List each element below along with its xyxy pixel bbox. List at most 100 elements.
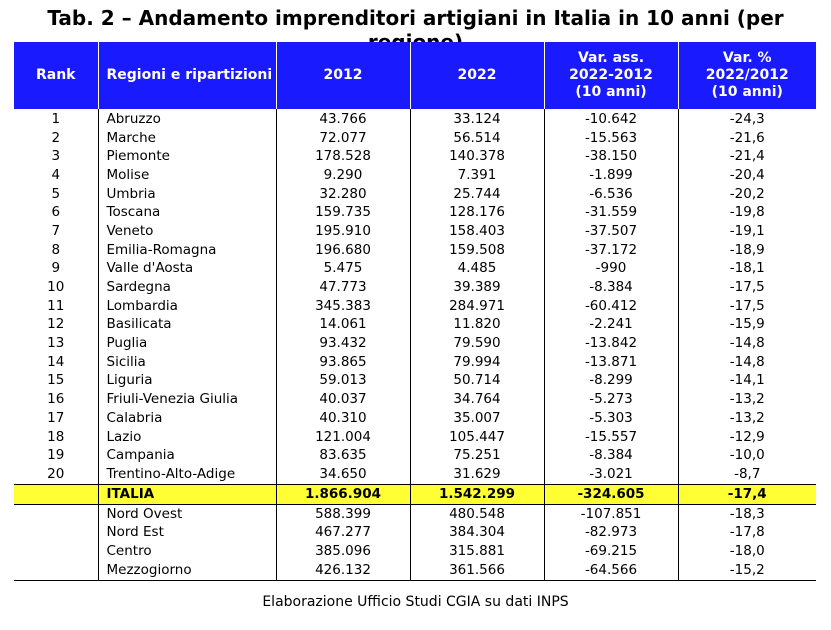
cell-region: Calabria (98, 409, 277, 428)
cell-rank: 6 (14, 203, 99, 223)
cell-var_pct: -21,6 (729, 129, 765, 146)
cell-y2012: 1.866.904 (276, 483, 411, 505)
cell-var_pct: -21,4 (729, 148, 765, 165)
cell-y2022: 50.714 (410, 371, 545, 391)
cell-y2022: 34.764 (410, 390, 545, 409)
area-row: Nord Est 467.277 384.304 -82.973 -17,8 (14, 523, 816, 543)
cell-y2012: 47.773 (276, 278, 411, 297)
cell-y2022: 1.542.299 (410, 483, 545, 505)
table-row: 20 Trentino-Alto-Adige 34.650 31.629 -3.021 -… (14, 465, 816, 485)
cell-rank (14, 542, 99, 561)
cell-region: Piemonte (98, 147, 277, 167)
table-row: 10 Sardegna 47.773 39.389 -8.384 -17,5 (14, 278, 816, 297)
cell-rank: 5 (14, 184, 99, 204)
cell-y2012: 40.310 (276, 409, 411, 428)
table-row: 5 Umbria 32.280 25.744 -6.536 -20,2 (14, 184, 816, 204)
cell-rank: 18 (14, 427, 99, 447)
cell-y2022: 361.566 (410, 560, 545, 581)
cell-var_pct: -18,9 (729, 241, 765, 258)
cell-var_pct: -17,8 (729, 524, 765, 541)
cell-region: Sicilia (98, 352, 277, 372)
table-row: 16 Friuli-Venezia Giulia 40.037 34.764 -5.27… (14, 390, 816, 409)
header-var-pct-line: (10 anni) (711, 84, 783, 100)
cell-var_abs: -13.842 (544, 334, 679, 353)
cell-var_abs: -60.412 (544, 296, 679, 316)
cell-var_abs: -5.273 (544, 390, 679, 409)
table-row: 18 Lazio 121.004 105.447 -15.557 -12,9 (14, 427, 816, 447)
cell-region: Lazio (98, 427, 277, 447)
header-rank: Rank (14, 42, 99, 109)
cell-y2012: 9.290 (276, 166, 411, 185)
cell-y2012: 34.650 (276, 465, 411, 485)
table-body: 1 Abruzzo 43.766 33.124 -10.642 -24,3 2 Marche 7… (14, 109, 816, 581)
cell-var_pct: -15,9 (729, 316, 765, 333)
cell-y2022: 140.378 (410, 147, 545, 167)
cell-var_abs: -8.384 (544, 278, 679, 297)
cell-rank: 1 (14, 109, 99, 129)
cell-region: Lombardia (98, 296, 277, 316)
cell-y2012: 5.475 (276, 259, 411, 279)
cell-rank: 17 (14, 409, 99, 428)
cell-var_pct: -10,0 (729, 447, 765, 464)
cell-rank (14, 523, 99, 543)
cell-var_pct: -13,2 (729, 391, 765, 408)
cell-y2012: 32.280 (276, 184, 411, 204)
cell-var_pct: -13,2 (729, 409, 765, 426)
cell-y2012: 385.096 (276, 542, 411, 561)
table-row: 9 Valle d'Aosta 5.475 4.485 -990 -18,1 (14, 259, 816, 279)
cell-y2022: 4.485 (410, 259, 545, 279)
cell-y2012: 195.910 (276, 222, 411, 241)
cell-var_pct: -14,8 (729, 353, 765, 370)
cell-region: Campania (98, 446, 277, 466)
cell-var_abs: -8.299 (544, 371, 679, 391)
cell-var_abs: -5.303 (544, 409, 679, 428)
cell-var_abs: -31.559 (544, 203, 679, 223)
cell-rank: 4 (14, 166, 99, 185)
table-row: 15 Liguria 59.013 50.714 -8.299 -14,1 (14, 371, 816, 391)
table-row: 3 Piemonte 178.528 140.378 -38.150 -21,4 (14, 147, 816, 167)
table-row: 14 Sicilia 93.865 79.994 -13.871 -14,8 (14, 352, 816, 372)
cell-rank: 2 (14, 128, 99, 148)
cell-y2022: 384.304 (410, 523, 545, 543)
table-row: 13 Puglia 93.432 79.590 -13.842 -14,8 (14, 334, 816, 353)
cell-region: Mezzogiorno (98, 560, 277, 581)
cell-y2022: 56.514 (410, 128, 545, 148)
cell-y2012: 178.528 (276, 147, 411, 167)
cell-y2022: 159.508 (410, 240, 545, 260)
cell-region: Trentino-Alto-Adige (98, 465, 277, 485)
cell-rank: 14 (14, 352, 99, 372)
cell-var_abs: -8.384 (544, 446, 679, 466)
cell-var_abs: -82.973 (544, 523, 679, 543)
cell-var_abs: -2.241 (544, 315, 679, 335)
header-region: Regioni e ripartizioni (98, 42, 277, 109)
cell-y2012: 43.766 (276, 109, 411, 129)
cell-y2022: 105.447 (410, 427, 545, 447)
cell-var_pct: -19,1 (729, 222, 765, 239)
cell-rank: 11 (14, 296, 99, 316)
cell-rank: 3 (14, 147, 99, 167)
data-table: Rank Regioni e ripartizioni 2012 2022 Va… (14, 42, 816, 581)
header-var-abs-line: Var. ass. (577, 50, 645, 66)
cell-y2012: 159.735 (276, 203, 411, 223)
cell-region: Toscana (98, 203, 277, 223)
cell-var_abs: -38.150 (544, 147, 679, 167)
cell-region: Nord Est (98, 523, 277, 543)
table-row: 7 Veneto 195.910 158.403 -37.507 -19,1 (14, 222, 816, 241)
cell-rank: 13 (14, 334, 99, 353)
table-row: 17 Calabria 40.310 35.007 -5.303 -13,2 (14, 409, 816, 428)
header-var-pct-line: 2022/2012 (705, 67, 789, 83)
area-row: Centro 385.096 315.881 -69.215 -18,0 (14, 542, 816, 561)
cell-region: Emilia-Romagna (98, 240, 277, 260)
cell-y2022: 11.820 (410, 315, 545, 335)
cell-rank: 15 (14, 371, 99, 391)
cell-y2012: 59.013 (276, 371, 411, 391)
cell-var_pct: -19,8 (729, 204, 765, 221)
cell-region: Nord Ovest (98, 504, 277, 524)
header-var-abs-line: (10 anni) (575, 84, 647, 100)
cell-y2022: 75.251 (410, 446, 545, 466)
cell-var_pct: -20,4 (729, 166, 765, 183)
area-row: Nord Ovest 588.399 480.548 -107.851 -18,3 (14, 504, 816, 524)
cell-y2012: 93.432 (276, 334, 411, 353)
cell-var_abs: -37.172 (544, 240, 679, 260)
cell-y2022: 35.007 (410, 409, 545, 428)
